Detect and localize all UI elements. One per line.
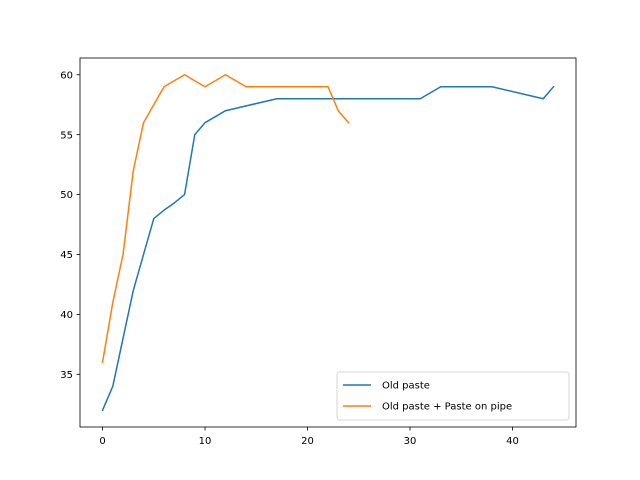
series-layer [101, 74, 555, 412]
y-tick-label: 45 [60, 250, 73, 261]
x-tick-label: 20 [301, 436, 314, 447]
y-axis: 35 40 45 50 55 60 [60, 70, 80, 381]
x-tick-label: 10 [199, 436, 212, 447]
y-tick-label: 40 [60, 310, 73, 321]
plot-frame [79, 57, 577, 428]
y-tick-label: 60 [60, 70, 73, 81]
legend: Old paste Old paste + Paste on pipe [336, 371, 570, 421]
x-tick-label: 0 [99, 436, 105, 447]
y-tick-label: 50 [60, 190, 73, 201]
legend-box [336, 371, 570, 421]
series-line-1 [101, 85, 555, 412]
y-tick-label: 55 [60, 130, 73, 141]
series-line-2 [101, 74, 350, 364]
legend-label-2: Old paste + Paste on pipe [382, 402, 512, 413]
x-tick-label: 30 [404, 436, 417, 447]
legend-label-1: Old paste [382, 381, 430, 392]
x-axis: 0 10 20 30 40 [99, 427, 519, 447]
y-tick-label: 35 [60, 370, 73, 381]
x-tick-label: 40 [506, 436, 519, 447]
plot-area [80, 58, 576, 427]
